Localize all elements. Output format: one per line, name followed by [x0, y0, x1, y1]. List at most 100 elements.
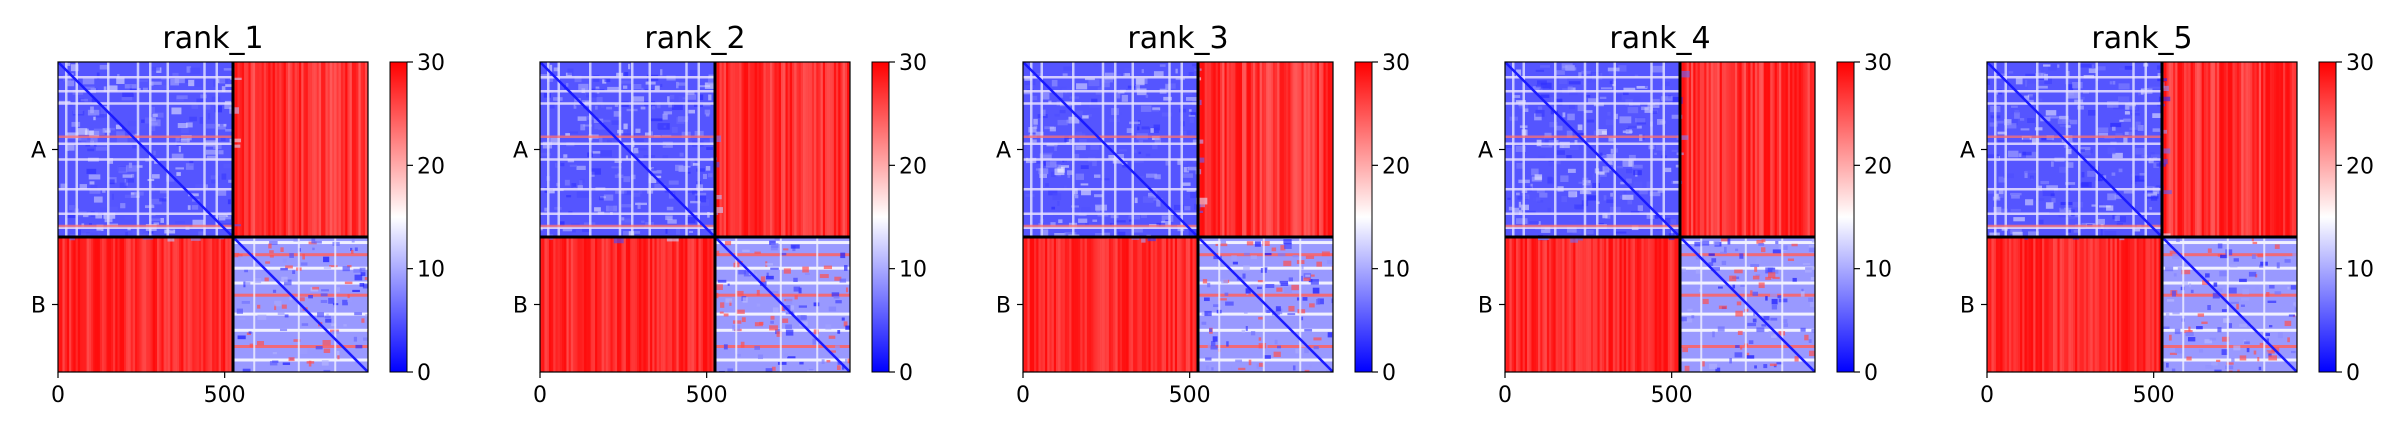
noise-A-A — [664, 188, 669, 193]
noise-B-B — [1717, 326, 1725, 332]
noise-B-B — [2274, 291, 2282, 295]
noise-A-A — [1071, 205, 1079, 208]
noise-A-A — [2097, 127, 2109, 133]
noise-B-B — [785, 298, 793, 305]
noise-B-B — [1248, 359, 1252, 366]
noise-A-A — [2005, 123, 2017, 129]
noise-B-B — [717, 279, 727, 283]
noise-A-A — [67, 62, 71, 66]
noise-B-B — [2236, 303, 2239, 310]
stripe-B-A — [1183, 237, 1186, 372]
noise-A-A — [170, 78, 180, 86]
stripe-B-A — [2015, 237, 2018, 372]
stripe-A-B — [312, 62, 315, 237]
stripe-A-B — [1728, 62, 1731, 237]
noise-B-B — [2233, 258, 2239, 262]
stripe-B-A — [1084, 237, 1087, 372]
noise-B-B — [2255, 286, 2259, 291]
stripe-A-B — [2173, 62, 2176, 237]
stripe-B-A — [1590, 237, 1594, 372]
noise-A-A — [1173, 204, 1184, 211]
noise-B-B — [336, 287, 340, 293]
stripe-B-A — [1632, 237, 1635, 372]
stripe-A-B — [816, 62, 819, 237]
noise-A-A — [1995, 91, 1999, 95]
band-B-B — [2162, 345, 2297, 348]
streak-A-A — [58, 158, 233, 161]
stripe-A-B — [2267, 62, 2270, 237]
stripe-B-A — [2039, 237, 2043, 372]
stripe-B-A — [1150, 237, 1153, 372]
noise-A-A — [75, 229, 81, 235]
stripe-B-A — [2101, 237, 2104, 372]
noise-B-B — [2168, 334, 2172, 341]
stripe-B-A — [119, 237, 122, 372]
noise-A-A — [1101, 82, 1110, 88]
noise-A-A — [1058, 165, 1070, 168]
stripe-B-A — [201, 237, 204, 372]
noise-A-A — [115, 124, 122, 130]
streak-A-A — [1596, 62, 1599, 237]
stripe-A-B — [717, 62, 720, 237]
plot-frame — [1022, 61, 1334, 373]
streak-A-A — [1583, 62, 1587, 237]
noise-A-A — [1082, 115, 1089, 119]
noise-A-A — [1124, 67, 1131, 74]
noise-B-B — [1739, 253, 1744, 259]
noise-B-B — [279, 328, 288, 332]
noise-B-B — [320, 299, 328, 304]
stripe-B-A — [1518, 237, 1521, 372]
noise-A-A — [1662, 162, 1674, 167]
noise-A-A — [2150, 154, 2161, 160]
noise-B-B — [274, 304, 277, 311]
stripe-B-A — [170, 237, 173, 372]
stripe-A-B — [1204, 62, 1207, 237]
stripe-A-B — [239, 62, 242, 237]
noise-A-A — [1622, 194, 1634, 200]
noise-A-A — [93, 196, 103, 203]
noise-A-A — [2148, 86, 2161, 89]
diagonal — [1505, 62, 1815, 372]
stripe-B-A — [1064, 237, 1068, 372]
noise-B-B — [1292, 254, 1299, 258]
band-B-B — [715, 328, 850, 332]
stripe-A-B — [1719, 62, 1722, 237]
colorbar-tick-label: 0 — [1382, 361, 1396, 386]
noise-B-B — [769, 325, 778, 331]
noise-A-A — [2123, 118, 2131, 122]
noise-A-A — [2124, 65, 2135, 70]
streak-A-A — [58, 188, 233, 191]
red-streak-A-A — [540, 224, 715, 228]
stripe-B-A — [115, 237, 118, 372]
noise-A-A — [2036, 219, 2044, 225]
noise-B-B — [1243, 252, 1250, 256]
noise-A-A — [1636, 125, 1642, 129]
streak-A-A — [1994, 62, 1997, 237]
stripe-A-B — [1209, 62, 1212, 237]
noise-B-B — [1304, 347, 1309, 354]
noise-B-B — [2251, 254, 2256, 259]
noise-B-B — [269, 255, 274, 258]
noise-B-B — [1746, 355, 1755, 359]
noise-A-A — [1140, 213, 1148, 219]
noise-B-B — [812, 338, 820, 345]
noise-A-A — [632, 96, 645, 102]
noise-A-A — [1147, 236, 1156, 242]
stripe-B-A — [601, 237, 604, 372]
stripe-A-B — [1297, 62, 1300, 237]
noise-B-B — [2248, 271, 2257, 277]
noise-A-A — [2135, 147, 2145, 155]
noise-A-A — [650, 118, 663, 122]
noise-A-A — [705, 113, 710, 117]
noise-B-B — [1262, 241, 1270, 246]
noise-A-A — [142, 87, 148, 92]
colorbar-tick-label: 30 — [1382, 51, 1410, 76]
stripe-B-A — [590, 237, 593, 372]
stripe-A-B — [763, 62, 766, 237]
noise-A-A — [1619, 116, 1632, 124]
noise-A-A — [1137, 175, 1145, 179]
stripe-B-A — [1155, 237, 1158, 372]
noise-A-A — [1627, 200, 1633, 205]
noise-B-B — [1305, 274, 1311, 277]
noise-B-B — [2257, 253, 2264, 258]
